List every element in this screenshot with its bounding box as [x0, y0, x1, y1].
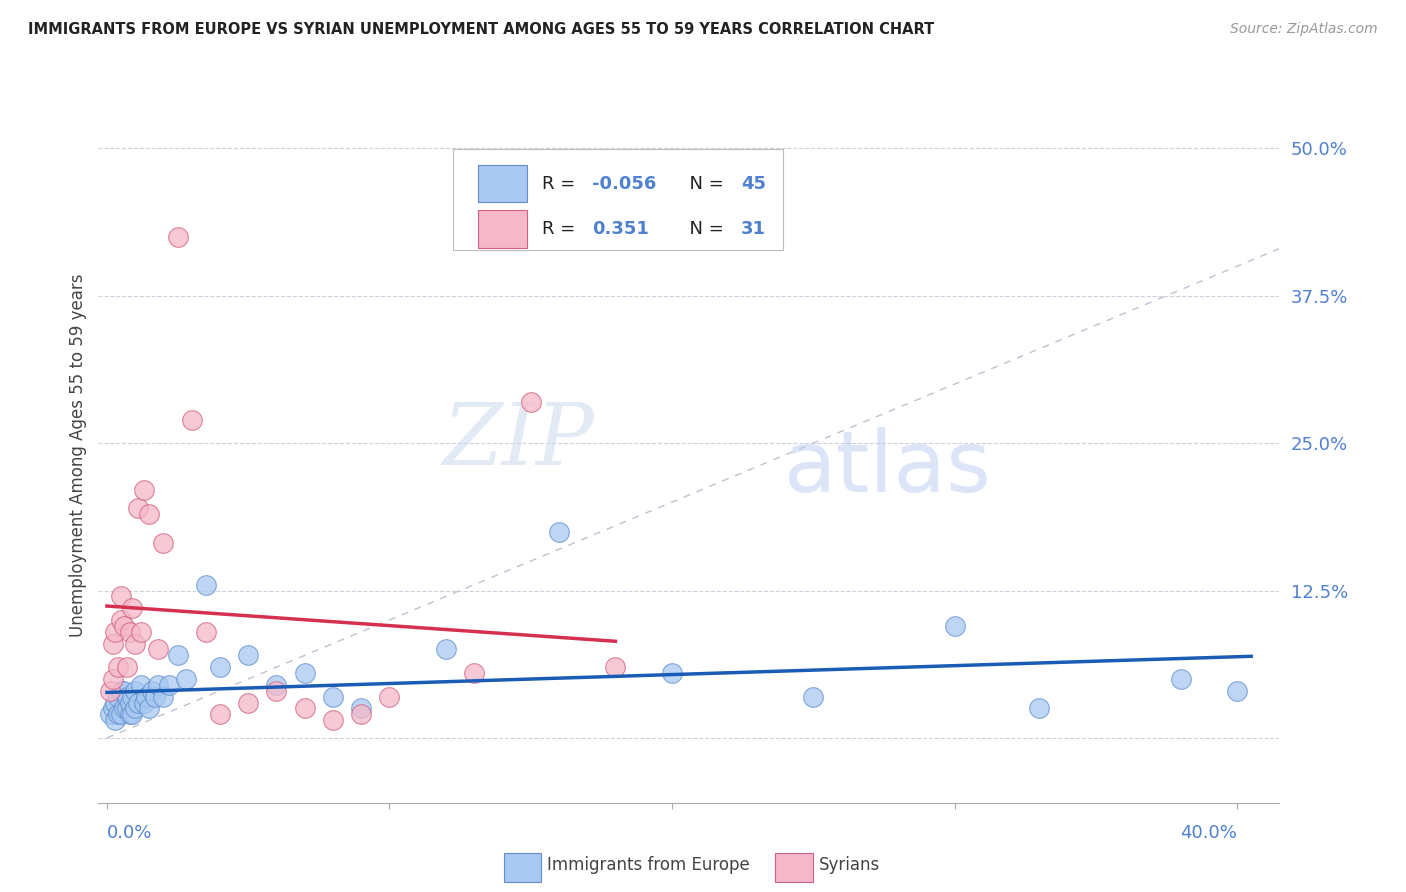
Point [138, 701, 160, 715]
Point [141, 683, 163, 698]
Point [143, 690, 166, 704]
FancyBboxPatch shape [478, 210, 527, 248]
Point [238, 648, 260, 663]
Point [129, 624, 152, 639]
Text: N =: N = [678, 175, 730, 193]
Point [110, 590, 132, 604]
Text: -0.056: -0.056 [592, 175, 657, 193]
Point [124, 637, 146, 651]
Point [101, 672, 124, 686]
Point [135, 690, 157, 704]
Point [194, 577, 217, 591]
Point [98, 683, 121, 698]
Text: R =: R = [543, 219, 588, 238]
Point [124, 683, 146, 698]
Point [157, 678, 180, 692]
Point [107, 660, 129, 674]
Text: 0.351: 0.351 [592, 219, 650, 238]
Point [115, 660, 138, 674]
Point [121, 601, 143, 615]
Point [294, 701, 316, 715]
Point [107, 690, 129, 704]
Point [110, 683, 132, 698]
Point [463, 666, 485, 681]
Point [152, 536, 174, 550]
Text: Syrians: Syrians [818, 856, 880, 874]
Point [104, 696, 127, 710]
Text: Immigrants from Europe: Immigrants from Europe [547, 856, 749, 874]
Point [322, 690, 344, 704]
Point [127, 696, 149, 710]
Point [112, 683, 135, 698]
Point [1170, 672, 1192, 686]
Point [208, 707, 231, 722]
Point [146, 642, 169, 657]
Point [101, 701, 124, 715]
Point [107, 707, 129, 722]
Point [104, 713, 127, 727]
Point [110, 707, 132, 722]
Point [266, 678, 288, 692]
Point [146, 678, 169, 692]
Point [152, 690, 174, 704]
Point [112, 619, 135, 633]
Point [174, 672, 197, 686]
Text: 31: 31 [741, 219, 766, 238]
Point [801, 690, 824, 704]
Point [322, 713, 344, 727]
Point [943, 619, 966, 633]
Point [350, 707, 373, 722]
Point [115, 690, 138, 704]
Point [166, 229, 188, 244]
FancyBboxPatch shape [775, 853, 813, 882]
Point [1028, 701, 1050, 715]
Text: R =: R = [543, 175, 582, 193]
FancyBboxPatch shape [453, 149, 783, 250]
Point [238, 696, 260, 710]
Point [519, 395, 541, 409]
Point [118, 707, 141, 722]
Point [132, 483, 155, 498]
Point [129, 678, 152, 692]
FancyBboxPatch shape [503, 853, 541, 882]
Text: Source: ZipAtlas.com: Source: ZipAtlas.com [1230, 22, 1378, 37]
Point [121, 690, 143, 704]
Point [115, 701, 138, 715]
Point [548, 524, 571, 539]
Point [194, 624, 217, 639]
Point [127, 500, 149, 515]
Point [166, 648, 188, 663]
FancyBboxPatch shape [478, 165, 527, 202]
Text: 45: 45 [741, 175, 766, 193]
Point [1226, 683, 1249, 698]
Text: 40.0%: 40.0% [1180, 824, 1237, 842]
Point [101, 637, 124, 651]
Point [180, 412, 202, 426]
Point [661, 666, 683, 681]
Point [138, 507, 160, 521]
Point [208, 660, 231, 674]
Text: atlas: atlas [783, 427, 991, 510]
Point [118, 624, 141, 639]
Point [434, 642, 457, 657]
Text: N =: N = [678, 219, 730, 238]
Point [121, 707, 143, 722]
Y-axis label: Unemployment Among Ages 55 to 59 years: Unemployment Among Ages 55 to 59 years [69, 273, 87, 637]
Point [294, 666, 316, 681]
Point [378, 690, 401, 704]
Point [110, 613, 132, 627]
Text: ZIP: ZIP [443, 400, 595, 483]
Point [104, 624, 127, 639]
Text: 0.0%: 0.0% [107, 824, 152, 842]
Point [124, 701, 146, 715]
Point [132, 696, 155, 710]
Point [266, 683, 288, 698]
Point [98, 707, 121, 722]
Text: IMMIGRANTS FROM EUROPE VS SYRIAN UNEMPLOYMENT AMONG AGES 55 TO 59 YEARS CORRELAT: IMMIGRANTS FROM EUROPE VS SYRIAN UNEMPLO… [28, 22, 935, 37]
Point [605, 660, 627, 674]
Point [118, 696, 141, 710]
Point [350, 701, 373, 715]
Point [112, 701, 135, 715]
